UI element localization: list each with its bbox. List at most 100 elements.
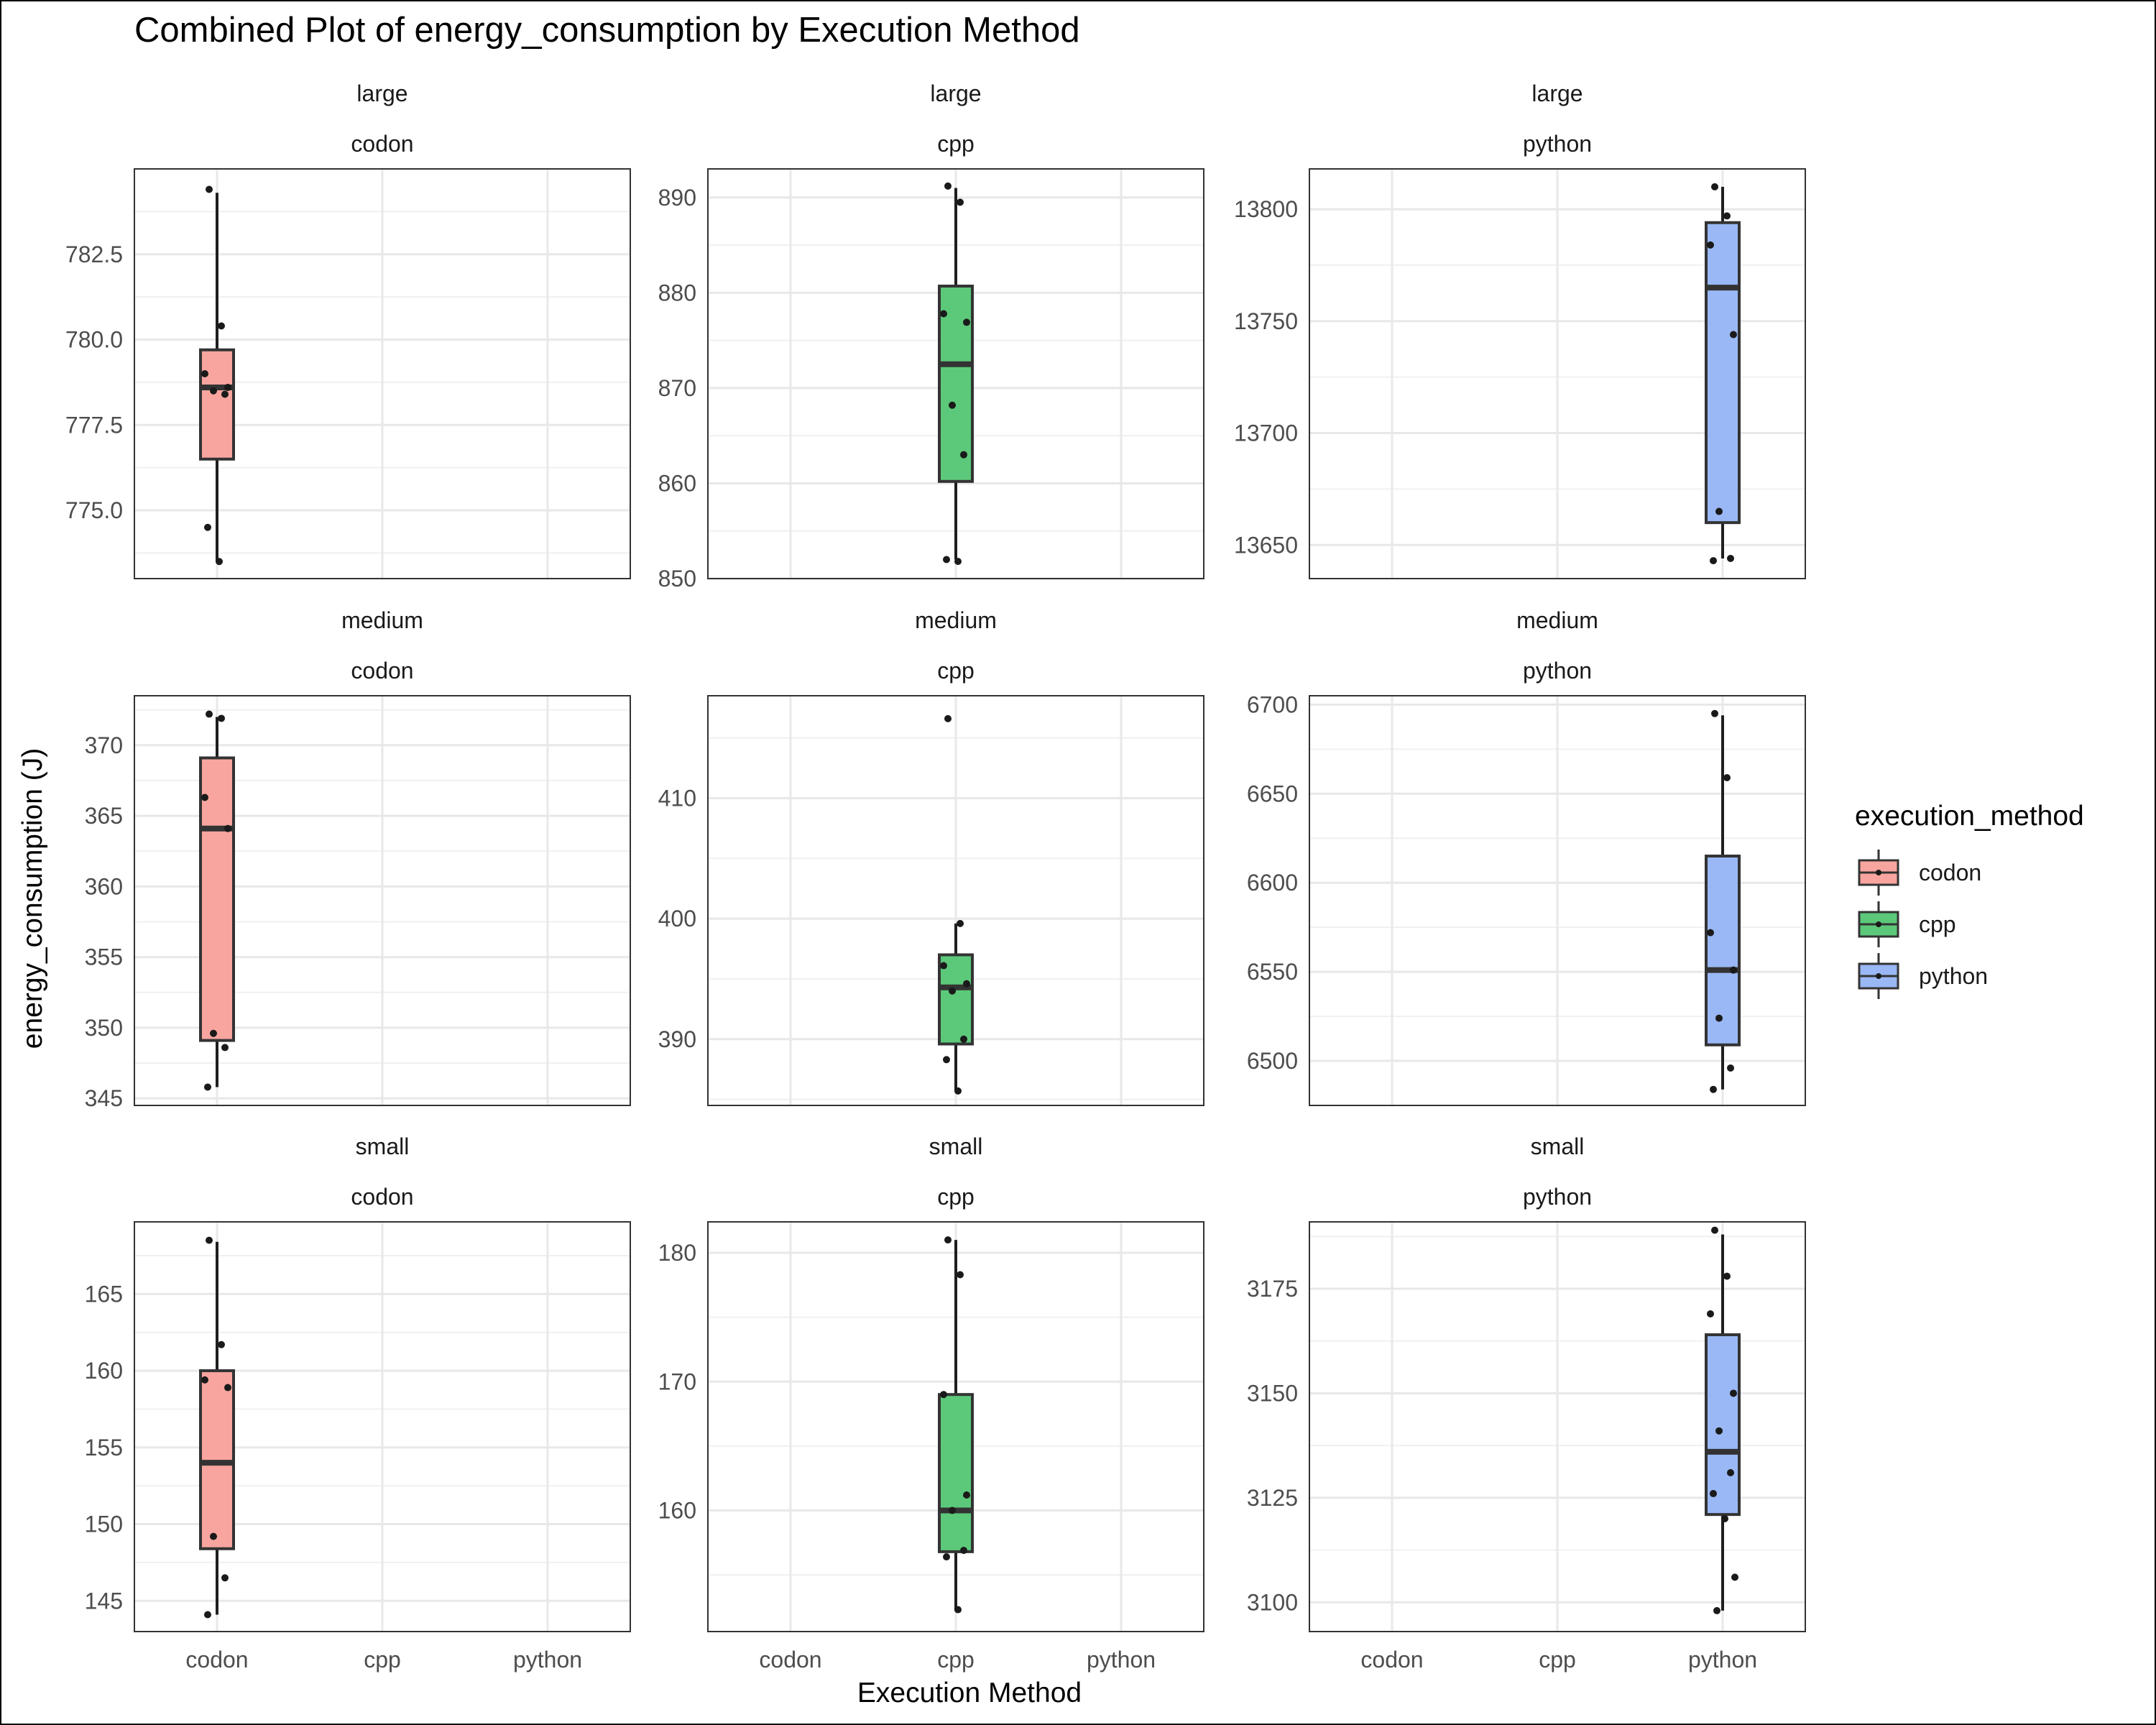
y-tick-label: 13750 <box>1234 308 1298 334</box>
data-point <box>1727 554 1734 562</box>
data-point <box>218 714 225 722</box>
y-tick-label: 390 <box>658 1026 696 1052</box>
panel-border <box>134 1221 631 1632</box>
legend-key-point <box>1876 870 1881 875</box>
legend-key-python: python <box>1858 953 1988 999</box>
panel-border <box>707 168 1204 579</box>
data-point <box>204 523 211 531</box>
data-point <box>943 1056 950 1064</box>
box <box>199 756 235 1042</box>
facet-medium-codon: medium codon 345 350 355 360 365 370 <box>85 607 631 1111</box>
y-tick-label: 155 <box>85 1435 123 1460</box>
x-tick-label: python <box>513 1647 582 1673</box>
x-tick-label: cpp <box>937 1647 975 1673</box>
data-point <box>949 1506 956 1514</box>
data-point <box>1707 241 1714 249</box>
y-tick-label: 890 <box>658 185 696 211</box>
data-point <box>963 1491 970 1499</box>
strip-label-size: small <box>929 1133 983 1159</box>
data-point <box>201 794 208 801</box>
data-point <box>954 1606 962 1614</box>
data-point <box>218 322 225 330</box>
data-point <box>204 1611 211 1619</box>
strip-label-method: python <box>1523 1184 1592 1210</box>
strip-label-size: small <box>1531 1133 1585 1159</box>
legend-key-cpp: cpp <box>1858 901 1956 947</box>
data-point <box>1723 212 1731 220</box>
strip-label-method: python <box>1523 658 1592 684</box>
panel-border <box>707 695 1204 1106</box>
strip-label-size: medium <box>1516 607 1598 633</box>
data-point <box>221 1044 229 1052</box>
box <box>199 1369 235 1550</box>
y-tick-label: 3125 <box>1247 1485 1298 1511</box>
x-tick-label: cpp <box>1539 1647 1576 1673</box>
strip-label-method: cpp <box>937 658 975 684</box>
data-point <box>940 962 947 970</box>
y-tick-label: 870 <box>658 375 696 401</box>
legend-title: execution_method <box>1855 801 2084 832</box>
data-point <box>1711 1226 1718 1234</box>
box <box>199 348 235 461</box>
x-axis-title: Execution Method <box>857 1678 1082 1708</box>
legend-label: codon <box>1919 860 1981 886</box>
data-point <box>963 980 970 988</box>
y-tick-label: 180 <box>658 1240 696 1266</box>
facet-large-codon: large codon 775.0 777.5 780.0 782.5 <box>65 80 631 579</box>
facet-large-python: large python 13650 13700 13750 13800 <box>1234 80 1806 579</box>
data-point <box>944 182 952 190</box>
y-tick-label: 160 <box>85 1358 123 1384</box>
strip-label-method: cpp <box>937 131 975 157</box>
data-point <box>216 558 223 566</box>
y-tick-label: 13800 <box>1234 196 1298 222</box>
facet-small-python: small python 3100 3125 3150 3175 codon cpp pytho… <box>1247 1133 1806 1673</box>
box <box>1705 221 1741 525</box>
data-point <box>1715 1427 1723 1435</box>
strip-label-size: large <box>930 80 981 106</box>
box <box>938 285 974 483</box>
y-tick-label: 355 <box>85 944 123 970</box>
legend-keys: codon cpp python <box>1858 850 1988 999</box>
data-point <box>1710 1490 1717 1498</box>
data-point <box>224 384 231 391</box>
y-tick-label: 13650 <box>1234 532 1298 558</box>
box <box>938 1393 974 1553</box>
x-tick-label: codon <box>185 1647 248 1673</box>
data-point <box>940 1391 947 1399</box>
panel-border <box>707 1221 1204 1632</box>
data-point <box>1710 1085 1717 1093</box>
y-tick-label: 3150 <box>1247 1380 1298 1406</box>
y-tick-label: 13700 <box>1234 420 1298 446</box>
strip-label-method: python <box>1523 131 1592 157</box>
panel-border <box>134 168 631 579</box>
data-point <box>1730 1389 1737 1397</box>
y-tick-label: 6650 <box>1247 781 1298 806</box>
y-tick-label: 780.0 <box>65 327 123 353</box>
data-point <box>954 1087 962 1095</box>
data-point <box>1711 709 1718 717</box>
data-point <box>1730 331 1737 339</box>
data-point <box>221 390 229 398</box>
data-point <box>963 318 970 326</box>
data-point <box>944 714 952 722</box>
strip-label-method: codon <box>351 131 413 157</box>
chart-title: Combined Plot of energy_consumption by E… <box>134 11 1080 50</box>
data-point <box>943 1553 950 1561</box>
facet-small-cpp: small cpp 160 170 180 codon cpp python <box>658 1133 1204 1673</box>
data-point <box>960 1035 967 1043</box>
y-tick-label: 6700 <box>1247 691 1298 717</box>
data-point <box>1711 183 1718 190</box>
facet-small-codon: small codon 145 150 155 160 165 codon cpp python <box>85 1133 631 1673</box>
data-point <box>201 370 208 377</box>
facet-panels: large codon 775.0 777.5 780.0 782.5 large cpp 85… <box>65 80 1806 1673</box>
x-tick-label: cpp <box>364 1647 401 1673</box>
facet-large-cpp: large cpp 850 860 870 880 890 <box>658 80 1204 592</box>
facet-medium-cpp: medium cpp 390 400 410 <box>658 607 1204 1106</box>
box <box>1705 1333 1741 1517</box>
data-point <box>1707 1310 1714 1317</box>
data-point <box>1727 1468 1734 1476</box>
data-point <box>224 824 231 832</box>
x-tick-label: python <box>1087 1647 1156 1673</box>
data-point <box>1723 1272 1731 1280</box>
